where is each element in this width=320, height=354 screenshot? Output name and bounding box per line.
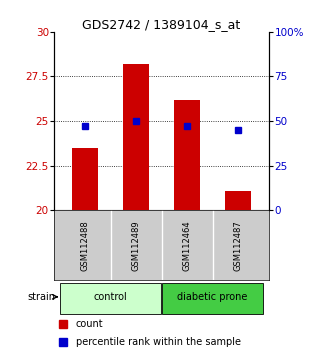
Text: percentile rank within the sample: percentile rank within the sample	[76, 337, 241, 347]
Bar	[225, 191, 251, 210]
Bar	[162, 283, 263, 314]
Bar	[60, 283, 161, 314]
Text: control: control	[94, 292, 127, 302]
Text: GSM112464: GSM112464	[183, 220, 192, 271]
Text: GSM112489: GSM112489	[132, 220, 140, 271]
Text: diabetic prone: diabetic prone	[178, 292, 248, 302]
Text: count: count	[76, 319, 103, 329]
Title: GDS2742 / 1389104_s_at: GDS2742 / 1389104_s_at	[83, 18, 241, 31]
Text: GSM112488: GSM112488	[81, 220, 90, 271]
Bar	[123, 64, 149, 210]
Bar	[174, 100, 200, 210]
Text: GSM112487: GSM112487	[234, 220, 243, 271]
Bar	[72, 148, 98, 210]
Text: strain: strain	[27, 292, 55, 302]
